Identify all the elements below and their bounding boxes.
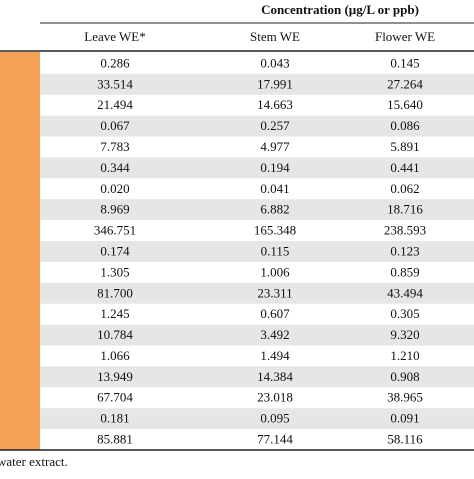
- cell: 0.020: [100, 181, 129, 196]
- row-shade: [40, 282, 474, 304]
- cell: 38.965: [387, 390, 423, 405]
- cell: 0.086: [390, 118, 420, 133]
- cell: 1.245: [100, 306, 129, 321]
- cell: 8.969: [100, 202, 129, 217]
- cell: 0.062: [390, 181, 419, 196]
- cell: 1.006: [260, 264, 290, 279]
- cell: 23.018: [257, 390, 293, 405]
- cell: 1.210: [390, 348, 419, 363]
- cell: 67.704: [97, 390, 133, 405]
- row-shade: [40, 241, 474, 262]
- cell: 0.145: [390, 55, 419, 70]
- side-band: [0, 52, 40, 450]
- cell: 1.494: [260, 348, 290, 363]
- cell: 0.344: [100, 160, 130, 175]
- group-header: Concentration (µg/L or ppb): [261, 2, 419, 17]
- cell: 0.095: [260, 411, 289, 426]
- cell: 43.494: [387, 285, 423, 300]
- footnote: water extract.: [0, 454, 68, 469]
- cell: 17.991: [257, 76, 293, 91]
- cell: 13.949: [97, 369, 133, 384]
- cell: 0.286: [100, 55, 130, 70]
- row-shade: [40, 115, 474, 137]
- cell: 58.116: [387, 432, 423, 447]
- cell: 81.700: [97, 285, 133, 300]
- row-shade: [40, 73, 474, 95]
- row-shade: [40, 157, 474, 179]
- cell: 0.908: [390, 369, 419, 384]
- cell: 0.041: [260, 181, 289, 196]
- row-shade: [40, 366, 474, 388]
- cell: 77.144: [257, 432, 293, 447]
- cell: 0.607: [260, 306, 290, 321]
- column-header: Leave WE*: [84, 29, 145, 44]
- cell: 4.977: [260, 139, 290, 154]
- row-shade: [40, 408, 474, 430]
- cell: 238.593: [384, 223, 426, 238]
- cell: 0.859: [390, 264, 419, 279]
- cell: 0.174: [100, 243, 130, 258]
- cell: 0.441: [390, 160, 419, 175]
- cell: 33.514: [97, 76, 133, 91]
- cell: 85.881: [97, 432, 133, 447]
- cell: 14.663: [257, 97, 293, 112]
- cell: 0.091: [390, 411, 419, 426]
- cell: 1.066: [100, 348, 130, 363]
- cell: 6.882: [260, 202, 289, 217]
- cell: 14.384: [257, 369, 293, 384]
- cell: 0.123: [390, 243, 419, 258]
- cell: 3.492: [260, 327, 289, 342]
- cell: 5.891: [390, 139, 419, 154]
- cell: 23.311: [257, 285, 292, 300]
- cell: 0.067: [100, 118, 130, 133]
- cell: 18.716: [387, 202, 423, 217]
- cell: 21.494: [97, 97, 133, 112]
- cell: 0.181: [100, 411, 129, 426]
- row-shade: [40, 324, 474, 346]
- cell: 165.348: [254, 223, 296, 238]
- cell: 15.640: [387, 97, 423, 112]
- cell: 346.751: [94, 223, 136, 238]
- cell: 0.305: [390, 306, 419, 321]
- cell: 7.783: [100, 139, 129, 154]
- column-header: Flower WE: [375, 29, 435, 44]
- column-header: Stem WE: [250, 29, 300, 44]
- cell: 1.305: [100, 264, 129, 279]
- cell: 9.320: [390, 327, 419, 342]
- cell: 0.115: [261, 243, 290, 258]
- cell: 0.194: [260, 160, 290, 175]
- row-shade: [40, 199, 474, 221]
- cell: 0.043: [260, 55, 289, 70]
- cell: 27.264: [387, 76, 423, 91]
- cell: 0.257: [260, 118, 290, 133]
- cell: 10.784: [97, 327, 133, 342]
